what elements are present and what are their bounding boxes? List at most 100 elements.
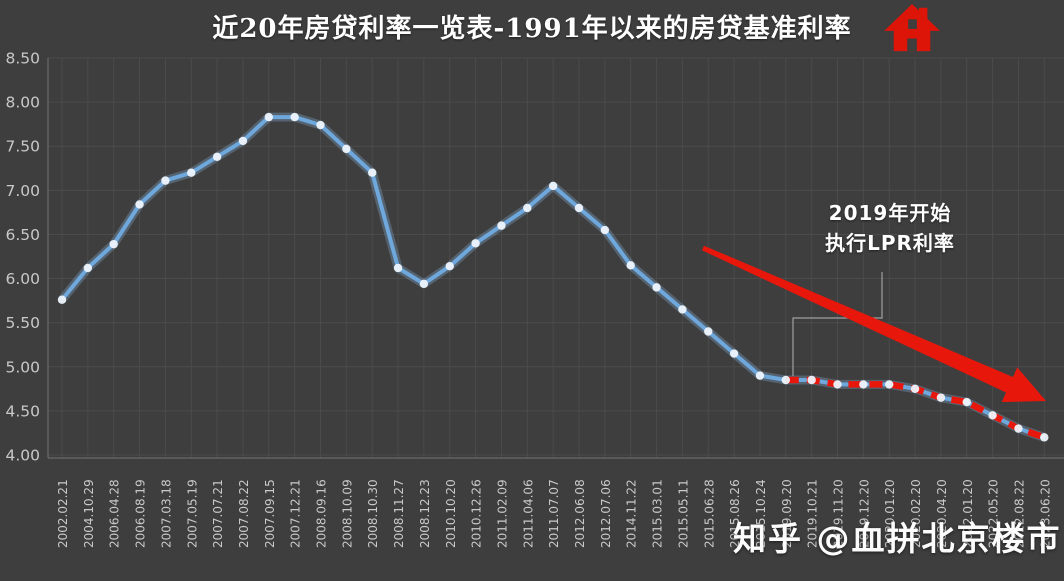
annotation-leader-line [792,272,883,376]
x-axis-tick-label: 2019.12.20 [857,479,871,548]
x-axis-tick-label: 2007.05.19 [185,479,199,548]
watermark: 知乎 @血拼北京楼市 [733,519,1062,558]
data-point-marker [393,263,403,273]
data-point-marker [497,221,506,230]
data-point-marker [910,384,920,394]
x-axis-tick-label: 2010.10.20 [444,479,458,548]
downtrend-arrow [701,245,1046,403]
y-axis-tick-label: 6.50 [5,226,40,244]
x-axis-tick-label: 2019.09.20 [780,479,794,548]
data-point-marker [471,239,480,248]
data-point-marker [548,181,558,191]
x-axis-tick-label: 2010.12.26 [470,479,484,548]
data-point-marker [626,261,635,270]
x-axis-tick-label: 2002.02.21 [56,479,70,548]
data-point-marker [859,380,868,389]
data-point-marker [419,279,429,289]
lpr-annotation-line2: 执行LPR利率 [825,231,955,255]
y-axis-tick-label: 8.50 [5,50,40,68]
data-point-marker [807,375,816,385]
data-point-markers [57,112,1049,442]
x-axis-tick-label: 2014.11.22 [625,479,639,548]
x-axis-tick-label: 2019.10.21 [806,479,820,548]
data-point-marker [755,371,765,380]
x-axis-tick-label: 2008.11.27 [392,479,406,548]
data-point-marker [83,263,93,273]
x-axis-tick-label: 2004.10.29 [82,479,96,548]
x-axis-tick-label: 2011.07.07 [547,479,561,548]
data-point-marker [885,380,894,389]
data-point-marker [109,239,118,249]
y-axis-tick-label: 6.00 [5,270,40,288]
data-point-marker [368,168,377,177]
gridlines [48,57,1064,458]
data-point-marker [238,136,248,146]
data-point-marker [1014,424,1023,433]
lpr-annotation: 2019年开始 执行LPR利率 [792,198,988,258]
y-axis-tick-label: 5.00 [5,358,40,376]
x-axis-tick-label: 2008.12.23 [418,479,432,548]
x-axis-tick-label: 2006.08.19 [134,479,148,548]
house-icon [884,3,940,52]
x-axis-tick-label: 2006.04.28 [108,479,122,548]
y-axis-tick-label: 4.00 [5,447,40,465]
chart-title: 近20年房贷利率一览表-1991年以来的房贷基准利率 [212,14,852,44]
data-point-marker [652,283,661,292]
data-point-marker [445,262,454,271]
x-axis-tick-label: 2008.10.30 [366,479,380,548]
data-point-marker [135,200,144,209]
data-point-marker [781,375,790,385]
data-point-marker [161,176,170,185]
data-point-marker [264,112,273,122]
x-axis-tick-label: 2015.10.24 [754,479,768,548]
y-axis-labels: 8.50 8.00 7.50 7.00 6.50 6.00 5.50 5.00 4.50 4.00 [5,50,40,465]
x-axis-tick-label: 2012.06.08 [573,479,587,548]
x-axis-tick-label: 2019.11.20 [832,479,846,548]
x-axis-labels: 2002.02.21 2004.10.29 2006.04.28 2006.08.19… [56,479,1052,548]
x-axis-tick-label: 2008.09.16 [315,479,329,548]
x-axis-tick-label: 2007.08.22 [237,479,251,548]
data-point-marker [574,203,584,213]
lpr-annotation-line1: 2019年开始 [828,201,952,225]
y-axis-tick-label: 7.50 [5,138,40,156]
data-point-marker [988,411,997,420]
x-axis-tick-label: 2007.12.21 [289,479,303,548]
data-point-marker [342,144,351,154]
x-axis-tick-label: 2020.02.20 [909,479,923,548]
data-point-marker [600,225,610,235]
x-axis-tick-label: 2012.07.06 [599,479,613,548]
data-point-marker [523,203,532,213]
x-axis-tick-label: 2011.02.09 [495,479,509,548]
data-point-marker [962,397,971,407]
y-axis-tick-label: 5.50 [5,314,40,332]
x-axis-tick-label: 2007.07.21 [211,479,225,548]
x-axis-tick-label: 2011.04.06 [521,479,535,548]
x-axis-tick-label: 2015.08.26 [728,479,742,548]
x-axis-tick-label: 2020.01.20 [883,479,897,548]
data-point-marker [212,152,222,162]
data-point-marker [704,327,713,336]
y-axis-tick-label: 7.00 [5,182,40,200]
x-axis-tick-label: 2007.03.18 [159,479,173,548]
x-axis-tick-label: 2023.06.20 [1038,479,1052,548]
data-point-marker [57,295,67,304]
y-axis-tick-label: 4.50 [5,402,40,420]
x-axis-tick-label: 2015.03.01 [651,479,665,548]
x-axis-tick-label: 2020.04.20 [935,479,949,548]
data-point-marker [316,120,325,130]
x-axis-tick-label: 2008.10.09 [340,479,354,548]
data-point-marker [1040,433,1049,442]
data-point-marker [290,112,299,122]
x-axis-tick-label: 2015.05.11 [676,479,690,548]
x-axis-tick-label: 2022.08.22 [1012,479,1026,548]
y-axis-tick-label: 8.00 [5,94,40,112]
data-point-marker [187,168,196,177]
x-axis-tick-label: 2007.09.15 [263,479,277,548]
x-axis-tick-label: 2015.06.28 [702,479,716,548]
data-point-marker [936,393,946,402]
data-point-marker [678,305,687,314]
x-axis-tick-label: 2022.01.20 [961,479,975,548]
data-point-marker [833,380,842,389]
